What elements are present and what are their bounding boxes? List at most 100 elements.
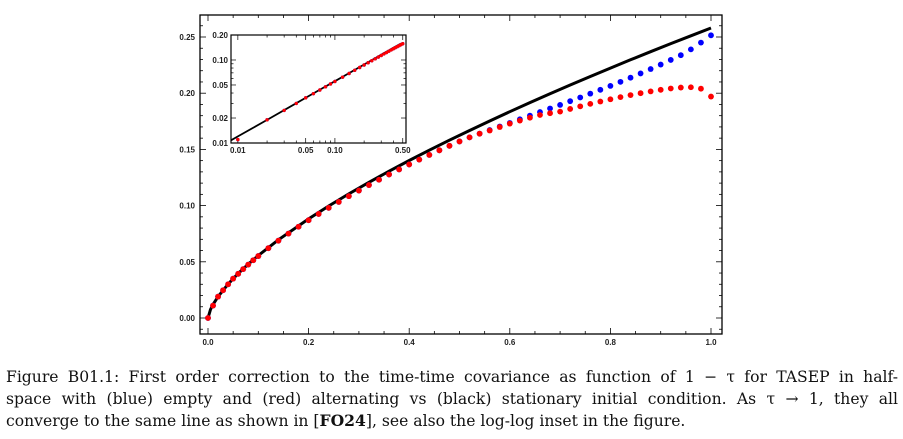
alternating-series-point — [567, 106, 574, 112]
inset-x-tick-label: 0.05 — [298, 146, 314, 155]
empty-series-point — [657, 61, 664, 68]
inset-alternating-point — [382, 52, 386, 56]
empty-series-point — [547, 105, 553, 112]
alternating-series-point — [315, 211, 322, 217]
alternating-series-point — [496, 124, 503, 130]
alternating-series-point — [376, 176, 382, 183]
inset-alternating-point — [265, 118, 269, 122]
alternating-series-point — [607, 96, 614, 103]
alternating-series-point — [250, 257, 257, 264]
alternating-series-point — [275, 237, 282, 244]
alternating-series-point — [235, 270, 242, 277]
x-tick-label: 0.4 — [404, 338, 416, 347]
alternating-series-point — [386, 171, 392, 178]
inset-alternating-point — [323, 85, 328, 89]
alternating-series-point — [255, 253, 262, 259]
alternating-series-point — [325, 204, 332, 211]
empty-series-point — [567, 98, 574, 105]
y-tick-label: 0.25 — [179, 33, 195, 42]
inset-plot: 0.01 0.05 0.10 0.50 0.01 0.02 0.05 0.10 0.20 — [212, 31, 411, 155]
alternating-series-point — [356, 187, 362, 194]
x-tick-label: 1.0 — [705, 338, 717, 347]
alternating-series-point — [406, 161, 413, 168]
alternating-series-point — [285, 230, 292, 237]
main-plot: 0.0 0.2 0.4 0.6 0.8 1.00.000.050.100.150.200.… — [179, 14, 723, 347]
alternating-series-point — [667, 85, 674, 92]
alternating-series-point — [627, 92, 634, 99]
empty-series-point — [597, 86, 604, 93]
alternating-series-point — [587, 100, 594, 107]
alternating-series-point — [677, 84, 684, 91]
inset-alternating-point — [311, 91, 316, 96]
alternating-series-point — [240, 266, 247, 273]
alternating-series-point — [265, 245, 272, 252]
y-tick-label: 0.15 — [179, 145, 195, 154]
chart: 0.0 0.2 0.4 0.6 0.8 1.00.000.050.100.150.200.… — [179, 14, 723, 347]
y-tick-label: 0.20 — [179, 89, 195, 98]
alternating-series-point — [617, 94, 624, 101]
x-tick-label: 0.0 — [202, 338, 214, 347]
alternating-series-point — [205, 315, 211, 321]
alternating-series-point — [230, 275, 237, 282]
alternating-series-point — [516, 117, 523, 124]
alternating-series-point — [597, 98, 604, 105]
alternating-series-point — [687, 84, 694, 91]
alternating-series-point — [486, 127, 493, 134]
empty-series-point — [698, 39, 704, 46]
caption-text: ], see also the log-log inset in the fig… — [365, 412, 686, 430]
citation-link[interactable]: FO24 — [319, 411, 366, 430]
alternating-series-point — [366, 182, 372, 188]
empty-series-point — [607, 82, 614, 89]
alternating-series-point — [577, 103, 584, 110]
x-tick-label: 0.8 — [605, 338, 617, 347]
inset-x-tick-label: 0.50 — [395, 146, 411, 155]
empty-series-point — [647, 66, 654, 72]
alternating-series-point — [215, 293, 221, 300]
y-tick-label: 0.00 — [179, 314, 195, 323]
alternating-series-point — [698, 85, 704, 92]
alternating-series-point — [647, 88, 654, 95]
inset-alternating-point — [347, 71, 351, 76]
alternating-series-point — [547, 110, 553, 117]
inset-y-tick-label: 0.10 — [212, 56, 228, 65]
caption-line-2: space with (blue) empty and (red) altern… — [6, 390, 898, 408]
empty-series-point — [687, 46, 694, 53]
empty-series-point — [677, 52, 684, 59]
alternating-series-point — [527, 114, 533, 121]
inset-alternating-point — [294, 101, 298, 106]
alternating-series-point — [345, 193, 352, 200]
alternating-series-point — [426, 152, 433, 158]
inset-frame — [230, 34, 407, 144]
inset-alternating-point — [236, 137, 240, 142]
alternating-series-point — [476, 130, 483, 137]
inset-y-tick-label: 0.20 — [212, 31, 228, 40]
empty-series-point — [637, 70, 644, 77]
alternating-series-point — [537, 112, 543, 118]
inset-x-tick-label: 0.01 — [230, 146, 246, 155]
empty-series-point — [587, 90, 594, 97]
alternating-series-point — [220, 287, 226, 294]
empty-series-point — [577, 94, 584, 101]
inset-y-tick-label: 0.02 — [212, 114, 228, 123]
empty-series-point — [557, 101, 563, 108]
alternating-series-point — [456, 138, 463, 145]
caption-text: converge to the same line as shown in [ — [6, 412, 320, 430]
empty-series-point — [627, 74, 634, 81]
alternating-series-point — [637, 90, 644, 97]
inset-y-tick-label: 0.05 — [212, 81, 228, 90]
y-tick-label: 0.10 — [179, 202, 195, 211]
alternating-series-point — [466, 134, 473, 141]
alternating-series-point — [305, 217, 312, 224]
plot-frame — [199, 14, 723, 335]
inset-alternating-point — [401, 42, 405, 46]
alternating-series-point — [396, 166, 403, 173]
alternating-series-point — [295, 223, 302, 230]
inset-x-tick-label: 0.10 — [327, 146, 343, 155]
alternating-series-point — [708, 93, 714, 100]
alternating-series-point — [446, 142, 453, 149]
empty-series-point — [667, 57, 674, 63]
inset-alternating-point — [282, 108, 286, 113]
inset-alternating-point — [376, 55, 381, 59]
y-tick-label: 0.05 — [179, 258, 195, 267]
inset-alternating-point — [353, 68, 357, 73]
